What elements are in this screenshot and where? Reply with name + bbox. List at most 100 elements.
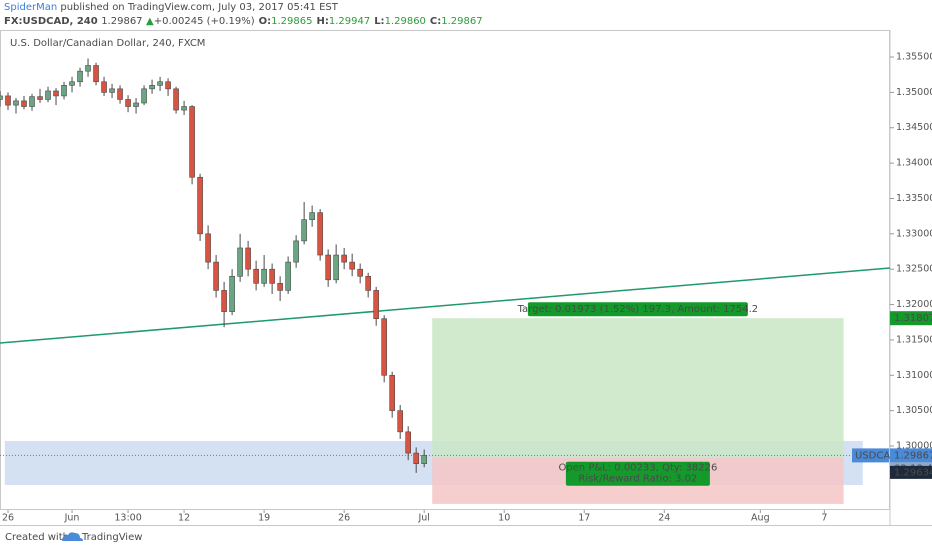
change: +0.00245 (+0.19%) <box>154 16 255 27</box>
y-tick-label: 1.34000 <box>896 158 932 169</box>
candle-body <box>229 275 235 312</box>
candle-body <box>149 85 155 90</box>
ratio-label: Risk/Reward Ratio: 3.02 <box>578 474 697 485</box>
candle-body <box>37 96 43 100</box>
y-tick-label: 1.31000 <box>896 370 932 381</box>
candle-body <box>85 65 91 72</box>
x-tick-label: 17 <box>578 513 590 524</box>
candle-body <box>61 85 67 97</box>
price-tag <box>890 448 932 463</box>
candle-body <box>117 88 123 100</box>
candle-body <box>405 431 411 454</box>
y-tick-label: 1.32500 <box>896 264 932 275</box>
x-tick-label: Aug <box>751 513 770 524</box>
pnl-label-box <box>565 461 710 486</box>
candle-body <box>69 81 75 86</box>
candle-body <box>21 100 27 107</box>
pnl-label: Open P&L: 0.00233, Qty: 38226 <box>558 463 717 474</box>
last: 1.29867 <box>101 16 142 27</box>
y-tick-label: 1.32000 <box>896 299 932 310</box>
candle-body <box>181 106 187 111</box>
candle-body <box>45 90 51 100</box>
ohlc-3-label: C: <box>430 16 441 27</box>
y-tick-label: 1.35000 <box>896 87 932 98</box>
author[interactable]: SpiderMan <box>4 2 57 13</box>
candle-body <box>349 261 355 270</box>
y-tick-label: 1.35500 <box>896 52 932 63</box>
target-label: Target: 0.01973 (1.52%) 197.3, Amount: 1… <box>517 304 759 315</box>
candle-body <box>213 261 219 291</box>
marker-tag-label: 1.29634 <box>894 467 932 478</box>
y-tick-label: 1.33000 <box>896 228 932 239</box>
candle-body <box>317 212 323 256</box>
symbol-line: FX:USDCAD, 240 1.29867 ▲+0.00245 (+0.19%… <box>4 16 483 27</box>
published: published on TradingView.com, July 03, 2… <box>60 2 338 13</box>
target-tag <box>890 311 932 326</box>
candle-body <box>253 268 259 284</box>
candle-body <box>261 268 267 284</box>
candle-body <box>277 283 283 291</box>
y-tick-label: 1.34500 <box>896 122 932 133</box>
candle-body <box>77 70 83 83</box>
logo <box>62 532 83 541</box>
ohlc-3: 1.29867 <box>441 16 482 27</box>
candle-body <box>397 410 403 433</box>
y-tick-label: 1.30000 <box>896 440 932 451</box>
candle-body <box>197 176 203 235</box>
candle-body <box>357 268 363 277</box>
candle-body <box>413 452 419 464</box>
footer-brand[interactable]: TradingView <box>81 532 142 543</box>
candle-body <box>13 100 19 106</box>
ohlc-2: 1.29860 <box>385 16 426 27</box>
symbol-tag <box>852 448 889 463</box>
x-tick-label: 10 <box>498 513 510 524</box>
ohlc-1: 1.29947 <box>329 16 370 27</box>
x-tick-label: Jul <box>417 513 429 524</box>
candle-body <box>325 254 331 281</box>
footer-text: Created with <box>5 532 69 543</box>
x-tick-label: Jun <box>64 513 80 524</box>
candle-body <box>237 247 243 277</box>
profit-zone <box>432 318 844 458</box>
candle-body <box>421 455 427 464</box>
candle-body <box>293 240 299 263</box>
candle-body <box>285 261 291 291</box>
candle-body <box>365 275 371 291</box>
publish-line: SpiderMan published on TradingView.com, … <box>4 2 339 13</box>
target-label-box <box>527 302 748 317</box>
candle-body <box>221 290 227 312</box>
candle-body <box>5 95 11 106</box>
target-tag-label: 1.31807 <box>894 313 932 324</box>
symbol-tag-label: USDCAD <box>855 450 898 461</box>
candle-body <box>101 81 107 93</box>
candle-body <box>309 212 315 220</box>
x-tick-label: 7 <box>821 513 827 524</box>
y-tick-label: 1.31500 <box>896 334 932 345</box>
ohlc-0-label: O: <box>259 16 272 27</box>
y-tick-label: 1.30500 <box>896 405 932 416</box>
candle-body <box>53 90 59 97</box>
x-tick-label: 19 <box>258 513 270 524</box>
candle-body <box>93 65 99 83</box>
x-tick-label: 24 <box>658 513 670 524</box>
candle-body <box>189 106 195 178</box>
candle-body <box>381 318 387 376</box>
candle-body <box>133 102 139 107</box>
ohlc-0: 1.29865 <box>271 16 312 27</box>
candle-body <box>205 233 211 263</box>
arrow: ▲ <box>146 16 154 27</box>
candle-body <box>109 88 115 93</box>
candle-body <box>245 247 251 270</box>
trendline <box>0 267 891 344</box>
chart-title: U.S. Dollar/Canadian Dollar, 240, FXCM <box>10 38 205 49</box>
candle-body <box>141 88 147 104</box>
marker-tag <box>890 465 932 479</box>
x-tick-label: 26 <box>2 513 14 524</box>
candle-body <box>157 81 163 86</box>
candle-body <box>301 219 307 242</box>
candle-body <box>341 254 347 263</box>
candle-body <box>165 81 171 90</box>
price-tag-label: 1.29867 <box>894 450 932 461</box>
candle-body <box>29 96 35 107</box>
